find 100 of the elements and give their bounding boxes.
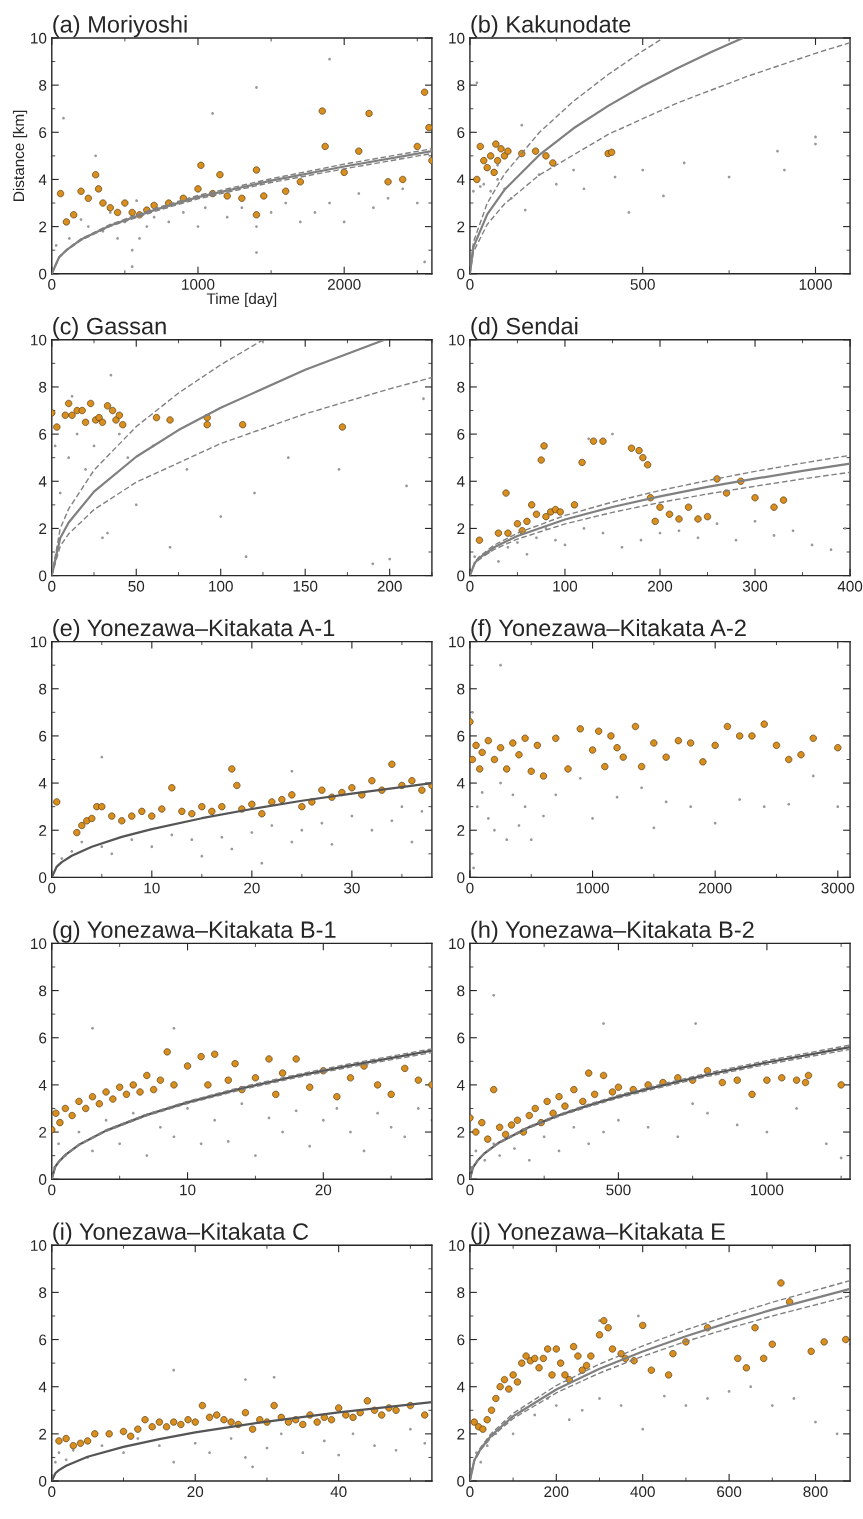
x-tick-label: 1000 xyxy=(182,279,215,290)
x-tick-label: 2000 xyxy=(698,882,732,894)
y-tick-label: 4 xyxy=(456,174,465,185)
y-tick-label: 6 xyxy=(457,730,465,742)
y-tick-label: 8 xyxy=(39,381,47,393)
y-tick-label: 10 xyxy=(449,938,465,950)
chart-title: (f) Yonezawa–Kitakata A-2 xyxy=(471,618,746,641)
y-tick-label: 6 xyxy=(457,1334,465,1346)
y-tick-label: 10 xyxy=(449,1240,465,1251)
chart-title: (b) Kakunodate xyxy=(471,15,631,38)
y-tick-label: 2 xyxy=(39,1428,47,1440)
y-tick-label: 2 xyxy=(457,825,465,836)
x-tick-label: 3000 xyxy=(821,882,855,894)
x-tick-label: 100 xyxy=(209,580,233,592)
x-tick-label: 200 xyxy=(544,1486,569,1498)
x-tick-label: 0 xyxy=(466,1184,474,1196)
y-tick-label: 4 xyxy=(456,476,465,487)
x-tick-label: 0 xyxy=(466,882,474,894)
y-tick-label: 8 xyxy=(457,1287,465,1299)
x-tick-label: 0 xyxy=(466,1486,474,1498)
x-tick-label: 800 xyxy=(803,1486,828,1498)
y-tick-label: 0 xyxy=(457,268,465,280)
y-tick-label: 0 xyxy=(457,872,465,884)
x-tick-label: 150 xyxy=(293,580,318,592)
y-tick-label: 4 xyxy=(38,476,47,487)
x-tick-label: 40 xyxy=(330,1486,347,1498)
chart-title: (a) Moriyoshi xyxy=(53,15,187,38)
chart-title: (h) Yonezawa–Kitakata B-2 xyxy=(471,920,754,943)
x-tick-label: 0 xyxy=(48,1184,56,1196)
y-tick-label: 0 xyxy=(457,1475,465,1487)
y-tick-label: 8 xyxy=(457,985,465,997)
y-tick-label: 2 xyxy=(457,1428,465,1440)
x-tick-label: 0 xyxy=(48,580,56,592)
x-tick-label: 500 xyxy=(630,279,655,290)
x-tick-label: 400 xyxy=(630,1486,655,1498)
y-tick-label: 0 xyxy=(457,570,465,582)
y-tick-label: 6 xyxy=(39,1032,47,1044)
chart-title: (i) Yonezawa–Kitakata C xyxy=(53,1222,309,1245)
y-tick-label: 10 xyxy=(449,32,465,44)
y-tick-label: 0 xyxy=(39,1475,47,1487)
y-tick-label: 4 xyxy=(456,1079,465,1091)
x-tick-label: 500 xyxy=(606,1184,631,1196)
y-tick-label: 4 xyxy=(38,174,47,185)
x-tick-label: 0 xyxy=(466,580,474,592)
chart-title: (g) Yonezawa–Kitakata B-1 xyxy=(53,920,336,943)
y-axis-title: Distance [km] xyxy=(12,110,28,201)
y-tick-label: 4 xyxy=(38,1381,47,1393)
y-tick-label: 10 xyxy=(31,1240,47,1251)
y-tick-label: 0 xyxy=(39,1174,47,1185)
y-tick-label: 2 xyxy=(457,221,465,233)
y-tick-label: 8 xyxy=(39,683,47,695)
x-tick-label: 400 xyxy=(837,580,863,592)
y-tick-label: 6 xyxy=(39,730,47,742)
y-tick-label: 6 xyxy=(39,1334,47,1346)
y-tick-label: 2 xyxy=(39,1126,47,1138)
x-tick-label: 1000 xyxy=(751,1184,784,1196)
y-tick-label: 2 xyxy=(39,523,47,534)
y-tick-label: 8 xyxy=(39,985,47,997)
y-tick-label: 10 xyxy=(31,334,47,346)
y-tick-label: 2 xyxy=(39,221,47,233)
y-tick-label: 6 xyxy=(39,127,47,138)
y-tick-label: 10 xyxy=(31,636,47,648)
y-tick-label: 10 xyxy=(31,32,47,44)
y-tick-label: 0 xyxy=(457,1174,465,1185)
y-tick-label: 4 xyxy=(38,778,47,789)
x-tick-label: 300 xyxy=(742,580,768,592)
y-tick-label: 6 xyxy=(457,127,465,138)
x-tick-label: 200 xyxy=(648,580,673,592)
chart-title: (d) Sendai xyxy=(471,317,578,340)
y-tick-label: 0 xyxy=(39,872,47,884)
y-tick-label: 4 xyxy=(456,1381,465,1393)
y-tick-label: 8 xyxy=(457,80,465,91)
y-tick-label: 6 xyxy=(457,428,465,440)
y-tick-label: 4 xyxy=(456,778,465,789)
x-tick-label: 1000 xyxy=(799,279,832,290)
x-tick-label: 1000 xyxy=(576,882,609,894)
y-tick-label: 6 xyxy=(39,428,47,440)
y-tick-label: 6 xyxy=(457,1032,465,1044)
y-tick-label: 8 xyxy=(39,1287,47,1299)
chart-title: (c) Gassan xyxy=(53,317,166,340)
y-tick-label: 0 xyxy=(39,570,47,582)
y-tick-label: 10 xyxy=(449,334,465,346)
x-tick-label: 0 xyxy=(48,882,56,894)
y-tick-label: 10 xyxy=(449,636,465,648)
x-tick-label: 10 xyxy=(144,882,160,894)
x-tick-label: 600 xyxy=(717,1486,742,1498)
chart-title: (e) Yonezawa–Kitakata A-1 xyxy=(53,618,335,641)
x-tick-label: 20 xyxy=(187,1486,204,1498)
x-tick-label: 20 xyxy=(315,1184,332,1196)
y-tick-label: 2 xyxy=(39,825,47,836)
y-tick-label: 8 xyxy=(39,80,47,91)
y-tick-label: 0 xyxy=(39,268,47,280)
x-tick-label: 50 xyxy=(128,580,145,592)
y-tick-label: 2 xyxy=(457,523,465,534)
x-tick-label: 0 xyxy=(48,279,56,290)
x-axis-title: Time [day] xyxy=(206,292,277,308)
chart-title: (j) Yonezawa–Kitakata E xyxy=(471,1222,725,1245)
y-tick-label: 10 xyxy=(31,938,47,950)
y-tick-label: 2 xyxy=(457,1126,465,1138)
x-tick-label: 30 xyxy=(343,882,360,894)
